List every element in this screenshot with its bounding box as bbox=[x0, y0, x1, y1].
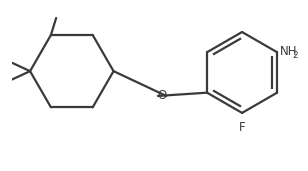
Text: O: O bbox=[157, 89, 167, 102]
Text: 2: 2 bbox=[292, 51, 298, 60]
Text: NH: NH bbox=[280, 45, 298, 58]
Text: F: F bbox=[239, 121, 245, 134]
